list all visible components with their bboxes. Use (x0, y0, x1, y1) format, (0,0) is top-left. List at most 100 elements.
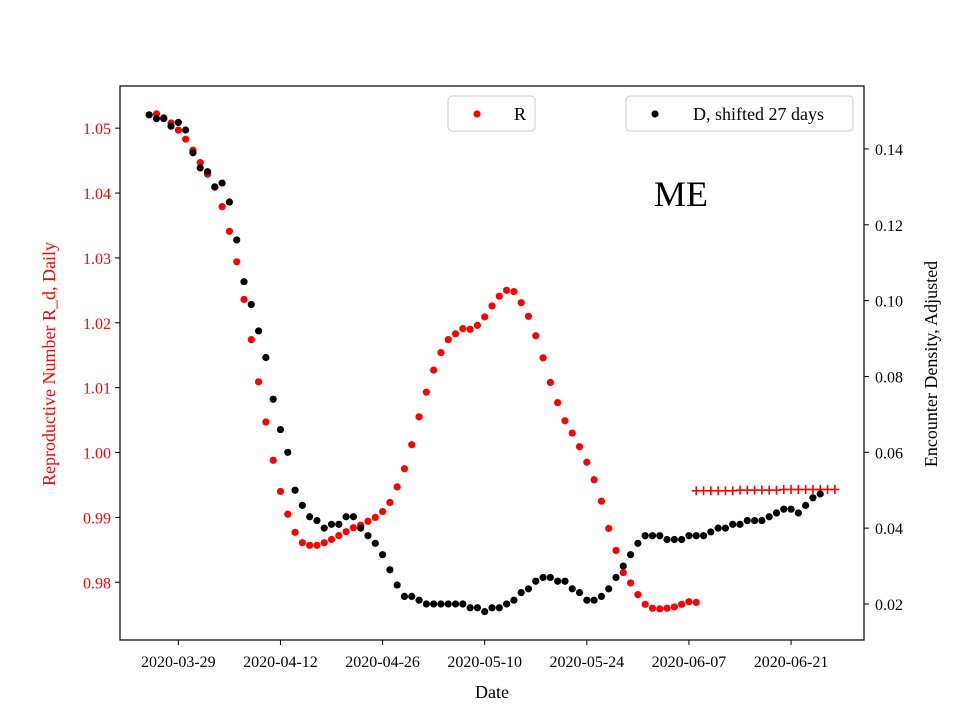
d-dot-point (590, 596, 598, 604)
r-dot-point (670, 603, 678, 611)
r-dot-point (524, 312, 533, 320)
y-right-axis-label: Encounter Density, Adjusted (921, 261, 941, 467)
d-dot-point (670, 535, 678, 544)
x-tick-label: 2020-04-12 (243, 654, 318, 671)
y-left-tick-label: 0.99 (83, 510, 111, 527)
r-dot-point (539, 354, 547, 362)
y-left-axis-label: Reproductive Number R_d, Daily (39, 242, 59, 486)
d-dot-point (634, 539, 642, 547)
d-dot-point (707, 528, 715, 536)
y-left-tick-label: 1.01 (83, 381, 111, 398)
d-dot-point (342, 513, 350, 521)
d-dot-point (415, 596, 423, 604)
d-dot-point (400, 592, 409, 600)
r-dot-point (233, 258, 241, 266)
x-tick-label: 2020-06-07 (652, 654, 727, 671)
d-dot-point (240, 278, 248, 286)
r-dot-point (663, 604, 671, 612)
d-dot-point (743, 516, 751, 525)
r-dot-point (561, 417, 569, 425)
r-dot-point (619, 568, 627, 577)
axes: 2020-03-29 2020-04-12 2020-04-26 2020-05-10… (83, 85, 903, 671)
r-dot-point (408, 441, 416, 449)
d-dot-point (794, 509, 802, 517)
r-dot-point (386, 498, 394, 507)
r-dot-point (656, 605, 664, 613)
r-dot-point (517, 299, 525, 307)
r-dot-point (597, 497, 606, 505)
d-dot-point (196, 164, 204, 172)
y-right-tick-label: 0.04 (875, 521, 903, 538)
d-dot-point (619, 562, 627, 570)
r-dot-point (262, 418, 270, 426)
d-dot-point (656, 532, 664, 540)
d-dot-point (233, 236, 241, 244)
d-dot-point (772, 509, 781, 517)
d-dot-point (371, 539, 379, 547)
d-dot-point (203, 168, 212, 176)
r-dot-point (291, 528, 299, 536)
d-dot-point (313, 516, 321, 525)
plot-frame (119, 85, 865, 641)
d-dot-point (160, 115, 168, 123)
d-dot-point (502, 600, 511, 608)
r-dot-point (247, 336, 255, 344)
d-dot-point (678, 535, 686, 544)
r-dot-point (437, 349, 445, 357)
d-dot-point (736, 520, 744, 528)
x-axis-label: Date (475, 682, 509, 702)
y-left-tick-label: 1.02 (83, 316, 111, 333)
d-dot-point (218, 179, 226, 187)
r-dot-point (276, 487, 285, 496)
d-dot-point (699, 532, 708, 540)
d-dot-point (546, 573, 554, 582)
d-dot-point (809, 494, 817, 502)
d-dot-point (291, 486, 299, 494)
r-dot-point (327, 535, 336, 544)
d-dot-point (320, 524, 328, 532)
y-right-tick-label: 0.10 (875, 294, 903, 311)
d-dot-point (167, 122, 175, 130)
d-dot-point (802, 501, 810, 509)
d-dot-point (495, 604, 503, 612)
r-dot-point (495, 292, 503, 300)
r-dot-point (269, 456, 277, 464)
r-dot-point (415, 413, 423, 421)
y-right-tick-label: 0.08 (875, 369, 903, 386)
d-dot-point (750, 516, 759, 525)
r-dot-point (298, 539, 306, 547)
r-dot-point (400, 465, 409, 473)
r-dot-point (422, 388, 430, 396)
d-dot-point (306, 513, 314, 521)
d-dot-point (605, 585, 613, 593)
y-right-tick-label: 0.12 (875, 218, 903, 235)
plot-area (145, 110, 840, 616)
d-dot-point (408, 592, 416, 600)
d-dot-point (262, 353, 270, 362)
d-dot-point (269, 395, 277, 403)
y-left-tick-label: 0.98 (83, 575, 111, 592)
d-dot-point (729, 520, 737, 528)
r-dot-point (218, 203, 226, 211)
r-dot-point (612, 546, 620, 555)
d-dot-point (298, 501, 306, 509)
d-dot-point (182, 126, 190, 134)
d-dot-point (626, 551, 635, 559)
r-dot-point (393, 483, 401, 491)
r-dot-point (692, 598, 700, 606)
d-dot-point (780, 505, 788, 513)
r-dot-point (583, 458, 591, 466)
d-dot-point (554, 577, 562, 585)
r-dot-point (466, 325, 474, 333)
r-dot-point (488, 302, 496, 310)
d-dot-point (152, 115, 161, 123)
x-tick-label: 2020-04-26 (345, 654, 420, 671)
d-dot-point (437, 600, 445, 608)
d-dot-point (685, 532, 693, 540)
d-dot-point (364, 532, 372, 540)
d-dot-point (174, 118, 182, 127)
r-dot-point (306, 541, 314, 549)
d-dot-point (524, 585, 533, 593)
r-dot-point (254, 378, 263, 386)
d-dot-point (597, 592, 606, 600)
